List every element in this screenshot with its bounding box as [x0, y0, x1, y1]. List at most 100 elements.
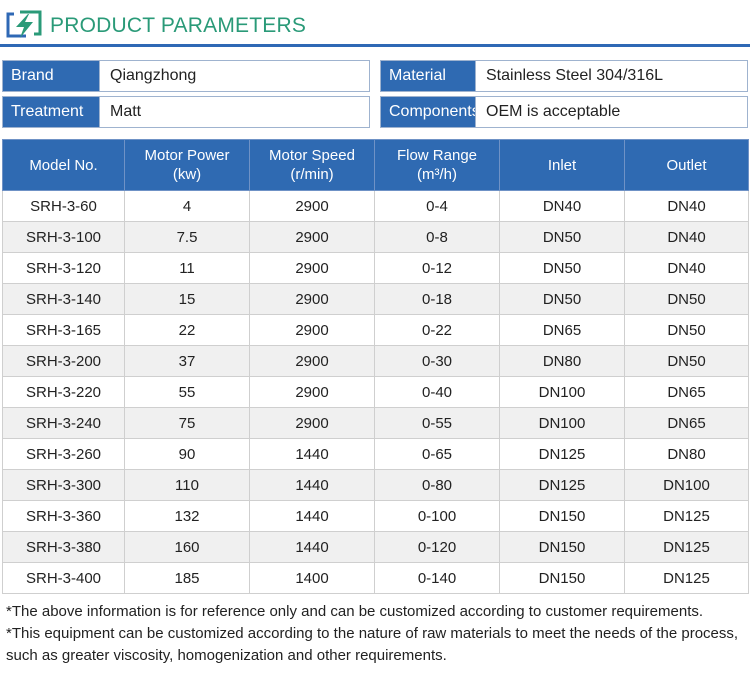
- cell-inlet: DN65: [499, 314, 625, 346]
- cell-model: SRH-3-165: [2, 314, 125, 346]
- cell-outlet: DN100: [624, 469, 749, 501]
- cell-flow: 0-22: [374, 314, 500, 346]
- cell-outlet: DN40: [624, 252, 749, 284]
- cell-power: 55: [124, 376, 250, 408]
- spec-brand: Brand Qiangzhong: [2, 60, 370, 92]
- cell-outlet: DN50: [624, 314, 749, 346]
- cell-model: SRH-3-140: [2, 283, 125, 315]
- header-divider: [0, 44, 750, 47]
- cell-speed: 2900: [249, 407, 375, 439]
- table-row: SRH-3-360 132 1440 0-100 DN150 DN125: [2, 500, 749, 532]
- cell-model: SRH-3-60: [2, 190, 125, 222]
- cell-model: SRH-3-220: [2, 376, 125, 408]
- cell-power: 7.5: [124, 221, 250, 253]
- cell-speed: 1440: [249, 469, 375, 501]
- column-header-inlet: Inlet: [499, 139, 625, 191]
- cell-speed: 2900: [249, 376, 375, 408]
- parameters-table: Model No. Motor Power (kw) Motor Speed (r/…: [2, 139, 749, 594]
- cell-outlet: DN125: [624, 531, 749, 563]
- cell-power: 110: [124, 469, 250, 501]
- table-row: SRH-3-300 110 1440 0-80 DN125 DN100: [2, 469, 749, 501]
- table-row: SRH-3-260 90 1440 0-65 DN125 DN80: [2, 438, 749, 470]
- cell-model: SRH-3-260: [2, 438, 125, 470]
- cell-power: 15: [124, 283, 250, 315]
- cell-inlet: DN125: [499, 469, 625, 501]
- cell-flow: 0-8: [374, 221, 500, 253]
- spec-value: Matt: [99, 97, 369, 127]
- cell-outlet: DN40: [624, 221, 749, 253]
- cell-flow: 0-55: [374, 407, 500, 439]
- cell-inlet: DN50: [499, 252, 625, 284]
- page-title: PRODUCT PARAMETERS: [50, 14, 307, 37]
- cell-model: SRH-3-400: [2, 562, 125, 594]
- cell-flow: 0-100: [374, 500, 500, 532]
- cell-flow: 0-30: [374, 345, 500, 377]
- cell-model: SRH-3-240: [2, 407, 125, 439]
- cell-outlet: DN50: [624, 283, 749, 315]
- table-row: SRH-3-240 75 2900 0-55 DN100 DN65: [2, 407, 749, 439]
- spec-label: Treatment: [3, 97, 99, 127]
- cell-flow: 0-18: [374, 283, 500, 315]
- cell-inlet: DN150: [499, 562, 625, 594]
- table-row: SRH-3-165 22 2900 0-22 DN65 DN50: [2, 314, 749, 346]
- spec-label: Brand: [3, 61, 99, 91]
- table-row: SRH-3-120 11 2900 0-12 DN50 DN40: [2, 252, 749, 284]
- column-header-model: Model No.: [2, 139, 125, 191]
- cell-outlet: DN65: [624, 407, 749, 439]
- cell-model: SRH-3-120: [2, 252, 125, 284]
- cell-power: 75: [124, 407, 250, 439]
- cell-speed: 1440: [249, 500, 375, 532]
- table-row: SRH-3-60 4 2900 0-4 DN40 DN40: [2, 190, 749, 222]
- cell-flow: 0-140: [374, 562, 500, 594]
- table-row: SRH-3-200 37 2900 0-30 DN80 DN50: [2, 345, 749, 377]
- cell-model: SRH-3-300: [2, 469, 125, 501]
- spec-label: Material: [381, 61, 475, 91]
- spec-value: OEM is acceptable: [475, 97, 747, 127]
- spec-label: Components: [381, 97, 480, 127]
- cell-outlet: DN125: [624, 500, 749, 532]
- cell-speed: 2900: [249, 252, 375, 284]
- cell-inlet: DN80: [499, 345, 625, 377]
- cell-power: 22: [124, 314, 250, 346]
- cell-speed: 2900: [249, 190, 375, 222]
- note-reference: *The above information is for reference …: [6, 603, 704, 620]
- table-row: SRH-3-140 15 2900 0-18 DN50 DN50: [2, 283, 749, 315]
- cell-inlet: DN150: [499, 500, 625, 532]
- cell-speed: 2900: [249, 221, 375, 253]
- cell-inlet: DN125: [499, 438, 625, 470]
- cell-speed: 1440: [249, 438, 375, 470]
- cell-power: 132: [124, 500, 250, 532]
- cell-model: SRH-3-100: [2, 221, 125, 253]
- cell-outlet: DN50: [624, 345, 749, 377]
- cell-speed: 2900: [249, 314, 375, 346]
- table-row: SRH-3-220 55 2900 0-40 DN100 DN65: [2, 376, 749, 408]
- page-header: PRODUCT PARAMETERS: [0, 0, 750, 50]
- cell-inlet: DN50: [499, 283, 625, 315]
- cell-inlet: DN100: [499, 407, 625, 439]
- cell-flow: 0-65: [374, 438, 500, 470]
- spec-components: Components OEM is acceptable: [380, 96, 748, 128]
- cell-inlet: DN150: [499, 531, 625, 563]
- cell-power: 160: [124, 531, 250, 563]
- cell-flow: 0-80: [374, 469, 500, 501]
- column-header-flow-range: Flow Range (m³/h): [374, 139, 500, 191]
- cell-power: 37: [124, 345, 250, 377]
- cell-model: SRH-3-360: [2, 500, 125, 532]
- notes-block: *The above information is for reference …: [6, 601, 748, 667]
- cell-flow: 0-120: [374, 531, 500, 563]
- lightning-bolt-logo-icon: [6, 10, 42, 38]
- cell-inlet: DN50: [499, 221, 625, 253]
- cell-model: SRH-3-380: [2, 531, 125, 563]
- column-header-motor-power: Motor Power (kw): [124, 139, 250, 191]
- cell-outlet: DN80: [624, 438, 749, 470]
- table-row: SRH-3-100 7.5 2900 0-8 DN50 DN40: [2, 221, 749, 253]
- cell-flow: 0-40: [374, 376, 500, 408]
- spec-value: Qiangzhong: [99, 61, 369, 91]
- cell-speed: 2900: [249, 283, 375, 315]
- cell-model: SRH-3-200: [2, 345, 125, 377]
- cell-outlet: DN125: [624, 562, 749, 594]
- cell-flow: 0-4: [374, 190, 500, 222]
- column-header-motor-speed: Motor Speed (r/min): [249, 139, 375, 191]
- cell-power: 4: [124, 190, 250, 222]
- table-row: SRH-3-380 160 1440 0-120 DN150 DN125: [2, 531, 749, 563]
